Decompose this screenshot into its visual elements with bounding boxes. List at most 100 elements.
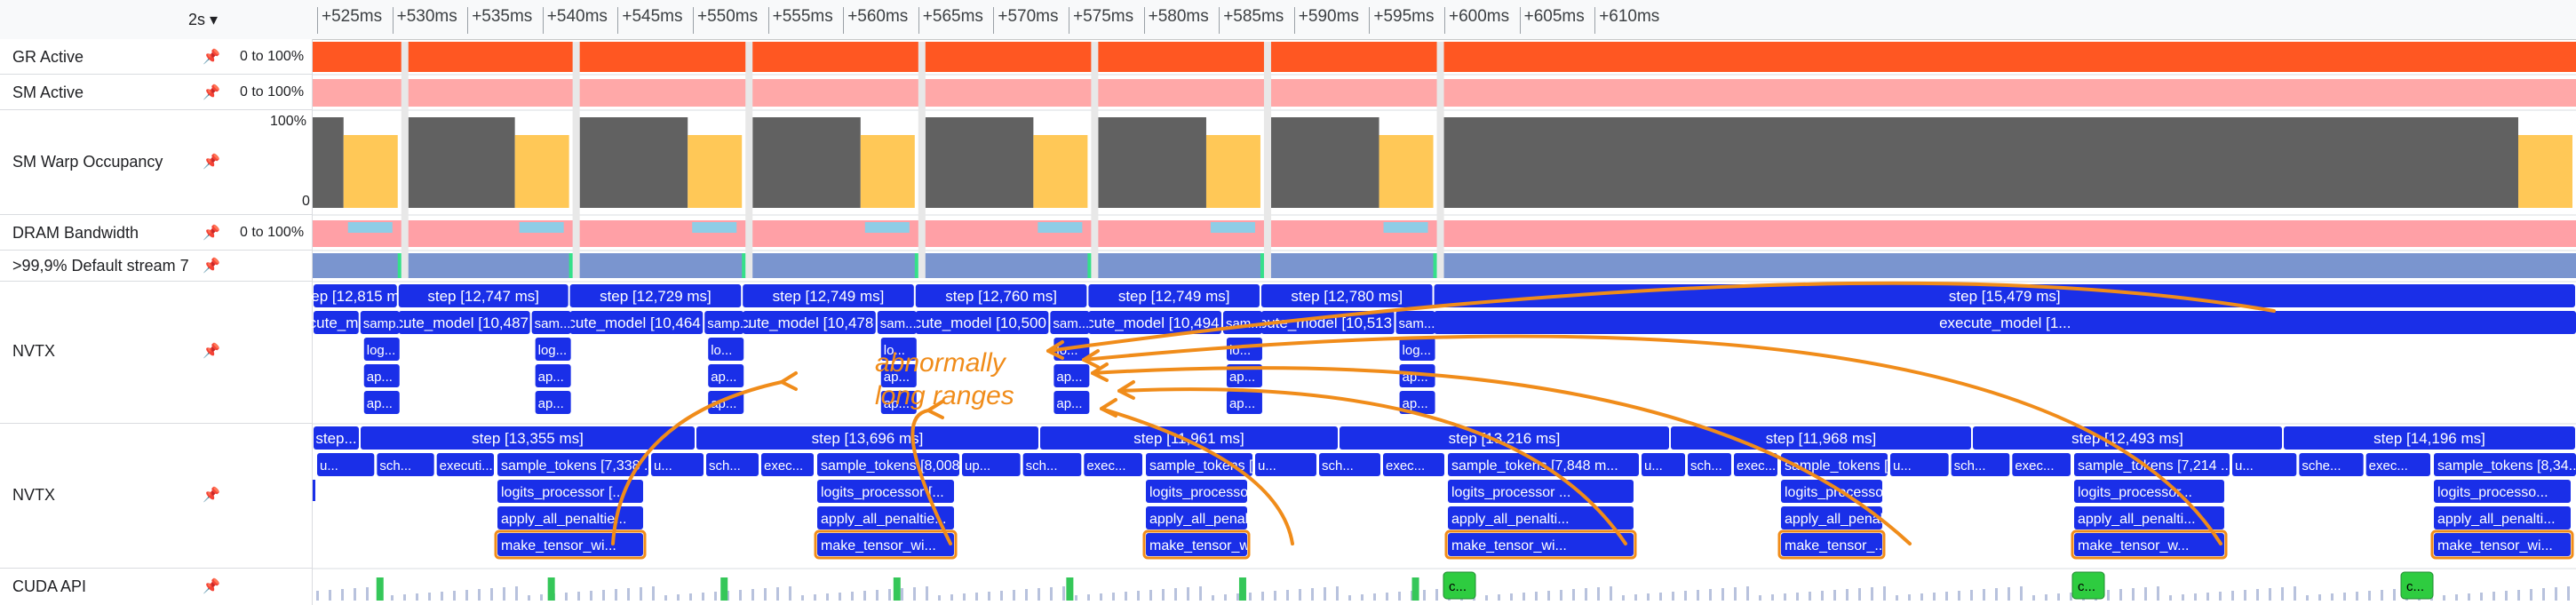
nvtx-range-bar[interactable] xyxy=(2074,506,2224,529)
cuda-api-block[interactable]: c... xyxy=(2071,571,2105,600)
nvtx-range-bar[interactable] xyxy=(1434,284,2575,307)
nvtx2-small-range[interactable]: exec... xyxy=(761,453,814,476)
nvtx-range-bar[interactable] xyxy=(2284,426,2575,450)
cuda-api-block[interactable]: c... xyxy=(1443,571,1476,600)
nvtx1-sample-range[interactable]: samp... xyxy=(360,311,407,334)
nvtx-range-bar[interactable] xyxy=(1395,311,1435,334)
nvtx2-sub-range[interactable]: make_tensor_... xyxy=(1781,533,1887,556)
nvtx2-sub-range[interactable]: logits_processor... xyxy=(2074,480,2224,503)
nvtx-range-bar[interactable] xyxy=(1146,533,1247,556)
nvtx-range-bar[interactable] xyxy=(569,311,704,334)
nvtx-range-bar[interactable] xyxy=(817,453,959,476)
nvtx-range-bar[interactable] xyxy=(1146,506,1247,529)
nvtx-range-bar[interactable] xyxy=(1688,453,1731,476)
nvtx1-sub-range[interactable]: ap... xyxy=(880,391,917,414)
track-label-nvtx-2[interactable]: NVTX 📌 xyxy=(0,424,313,569)
nvtx2-sub-range[interactable]: apply_all_penaltie... xyxy=(817,506,954,529)
cuda-api-block-rect[interactable] xyxy=(2400,571,2434,600)
nvtx-range-bar[interactable] xyxy=(1226,338,1262,361)
nvtx2-small-range[interactable]: sch... xyxy=(1951,453,2010,476)
nvtx1-execute-model[interactable]: execute_model [10,513 ms] xyxy=(1235,311,1420,334)
nvtx-range-bar[interactable] xyxy=(817,480,954,503)
track-label-sm-warp-occupancy[interactable]: SM Warp Occupancy 📌 100% 0 xyxy=(0,110,313,215)
nvtx1-sub-range[interactable]: ap... xyxy=(1226,391,1262,414)
nvtx1-sub-range[interactable]: lo... xyxy=(1053,338,1090,361)
nvtx-range-bar[interactable] xyxy=(1434,311,2576,334)
nvtx-range-bar[interactable] xyxy=(1226,391,1262,414)
track-label-default-stream[interactable]: >99,9% Default stream 7 📌 xyxy=(0,251,313,282)
nvtx-range-bar[interactable] xyxy=(2434,480,2571,503)
nvtx2-sample-tokens[interactable]: sample_tokens [7,848 m... xyxy=(1448,453,1639,476)
nvtx1-sample-range[interactable]: sam... xyxy=(1222,311,1262,334)
nvtx-range-bar[interactable] xyxy=(2434,533,2571,556)
nvtx-range-bar[interactable] xyxy=(1781,506,1882,529)
nvtx1-sub-range[interactable]: ap... xyxy=(1053,391,1090,414)
nvtx-range-bar[interactable] xyxy=(2074,453,2230,476)
nvtx-range-bar[interactable] xyxy=(497,533,643,556)
nvtx-range-bar[interactable] xyxy=(708,391,744,414)
nvtx-range-bar[interactable] xyxy=(436,453,494,476)
nvtx2-sub-range[interactable]: make_tensor_wi... xyxy=(1146,533,1265,556)
nvtx-range-bar[interactable] xyxy=(1951,453,2010,476)
nvtx-range-bar[interactable] xyxy=(817,506,954,529)
nvtx1-sub-range[interactable]: ap... xyxy=(708,364,744,387)
pin-icon[interactable]: 📌 xyxy=(203,344,220,359)
nvtx2-small-range[interactable]: sch... xyxy=(1319,453,1380,476)
nvtx2-sub-range[interactable]: make_tensor_w... xyxy=(2074,533,2224,556)
nvtx-range-bar[interactable] xyxy=(363,364,400,387)
nvtx-range-bar[interactable] xyxy=(1222,311,1262,334)
nvtx2-small-range[interactable]: exec... xyxy=(1084,453,1142,476)
pin-icon[interactable]: 📌 xyxy=(203,488,220,503)
nvtx-range-bar[interactable] xyxy=(743,284,914,307)
zoom-scale-dropdown[interactable]: 2s ▾ xyxy=(188,11,218,29)
nvtx-range-bar[interactable] xyxy=(1781,480,1882,503)
nvtx1-execute-model[interactable]: execute_model [10,500 ms] xyxy=(889,311,1075,334)
nvtx-range-bar[interactable] xyxy=(2434,453,2576,476)
nvtx-range-bar[interactable] xyxy=(1890,453,1949,476)
nvtx-range-bar[interactable] xyxy=(761,453,814,476)
nvtx2-step-range[interactable]: step [13,216 ms] xyxy=(1340,426,1669,450)
nvtx-range-bar[interactable] xyxy=(1399,364,1435,387)
nvtx1-step-range[interactable]: step [12,760 ms] xyxy=(915,284,1087,307)
nvtx2-small-range[interactable]: u... xyxy=(1642,453,1685,476)
cuda-api-block[interactable]: c... xyxy=(2400,571,2434,600)
nvtx-range-bar[interactable] xyxy=(314,284,397,307)
pin-icon[interactable]: 📌 xyxy=(203,259,220,274)
nvtx-range-bar[interactable] xyxy=(1053,364,1090,387)
track-label-sm-active[interactable]: SM Active 📌 0 to 100% xyxy=(0,75,313,110)
nvtx1-sub-range[interactable]: ap... xyxy=(1399,391,1435,414)
nvtx-range-bar[interactable] xyxy=(880,364,917,387)
nvtx-range-bar[interactable] xyxy=(1255,453,1316,476)
nvtx-range-bar[interactable] xyxy=(1340,426,1669,450)
nvtx-range-bar[interactable] xyxy=(1781,533,1882,556)
nvtx2-small-range[interactable]: u... xyxy=(317,453,375,476)
nvtx2-sub-range[interactable]: logits_processor ... xyxy=(1146,480,1268,503)
nvtx2-sub-range[interactable]: make_tensor_wi... xyxy=(497,533,643,556)
nvtx1-step-range[interactable]: step [12,780 ms] xyxy=(1260,284,1433,307)
nvtx2-small-range[interactable]: sch... xyxy=(377,453,434,476)
nvtx2-small-range[interactable]: executi... xyxy=(436,453,494,476)
nvtx-range-bar[interactable] xyxy=(2434,506,2571,529)
nvtx-range-bar[interactable] xyxy=(2232,453,2297,476)
pin-icon[interactable]: 📌 xyxy=(203,155,220,170)
nvtx1-sub-range[interactable]: ap... xyxy=(880,364,917,387)
nvtx-range-bar[interactable] xyxy=(1260,284,1433,307)
nvtx1-execute-model[interactable]: execute_model [10,464 ms] xyxy=(544,311,729,334)
nvtx-range-bar[interactable] xyxy=(1053,338,1090,361)
nvtx-range-bar[interactable] xyxy=(535,391,571,414)
nvtx1-step-range[interactable]: step [12,749 ms] xyxy=(743,284,914,307)
nvtx1-execute-model[interactable]: execute_model [10,487 ms] xyxy=(371,311,557,334)
nvtx2-small-range[interactable]: u... xyxy=(1255,453,1316,476)
nvtx-range-bar[interactable] xyxy=(915,311,1049,334)
nvtx2-small-range[interactable]: u... xyxy=(2232,453,2297,476)
track-label-nvtx-1[interactable]: NVTX 📌 xyxy=(0,282,313,424)
nvtx-range-bar[interactable] xyxy=(497,453,648,476)
nvtx-range-bar[interactable] xyxy=(2365,453,2430,476)
nvtx2-step-range[interactable]: step [11,961 ms] xyxy=(1040,426,1338,450)
nvtx1-sample-range[interactable]: sam... xyxy=(531,311,571,334)
nvtx-range-bar[interactable] xyxy=(363,338,400,361)
nvtx2-step-range[interactable]: step [14,196 ms] xyxy=(2284,426,2575,450)
nvtx-range-bar[interactable] xyxy=(651,453,704,476)
nvtx-range-bar[interactable] xyxy=(2074,480,2224,503)
nvtx-range-bar[interactable] xyxy=(1671,426,1971,450)
